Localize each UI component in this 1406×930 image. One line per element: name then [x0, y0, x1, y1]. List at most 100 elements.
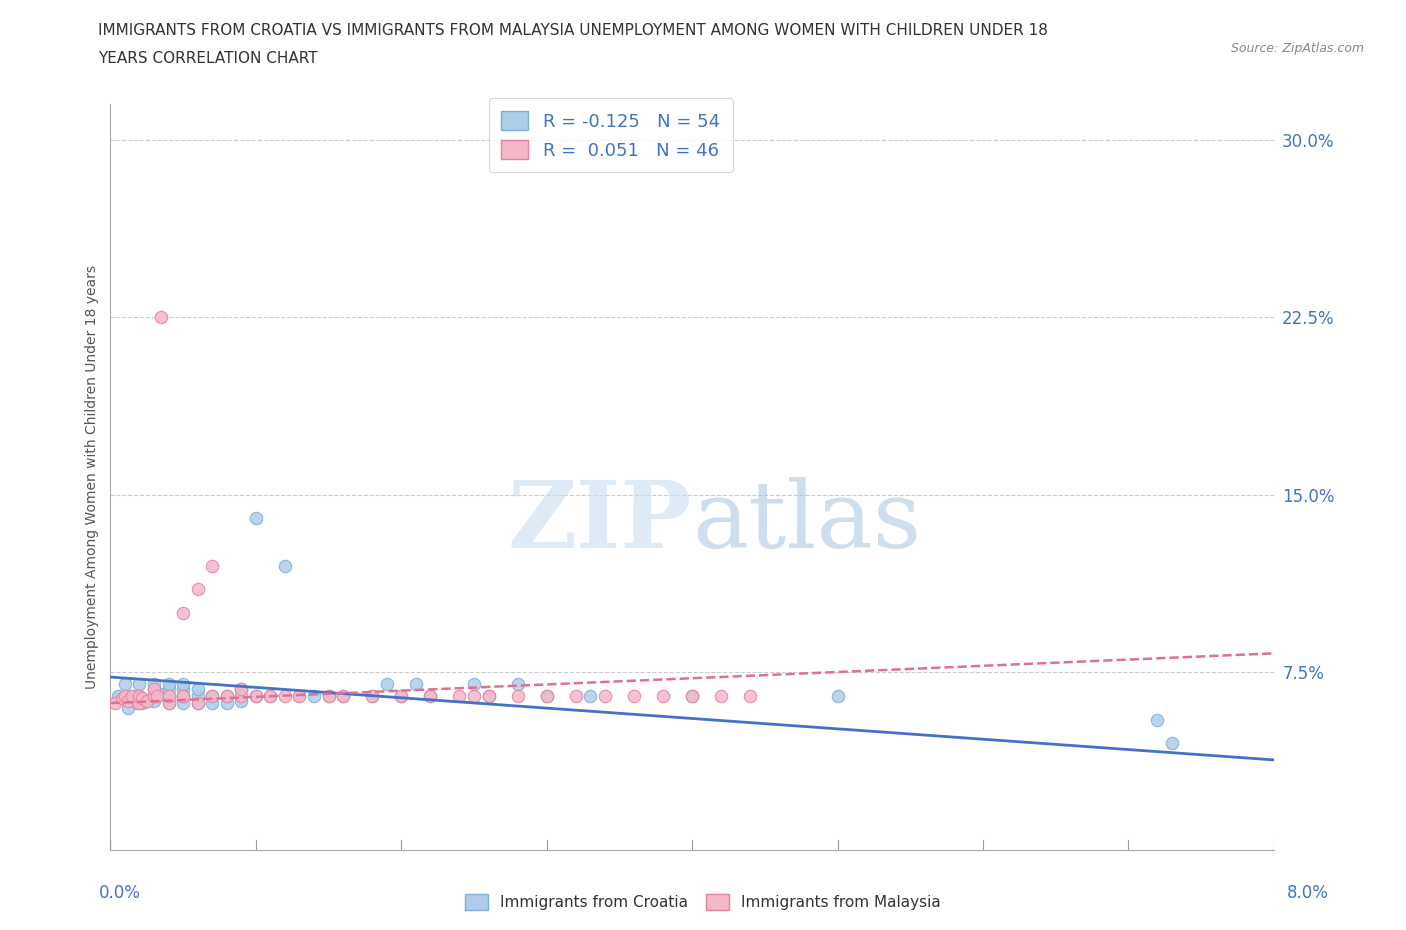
Point — [215, 688, 238, 703]
Point — [157, 677, 180, 692]
Point — [172, 688, 194, 703]
Point — [201, 696, 224, 711]
Point — [405, 677, 427, 692]
Point — [143, 688, 166, 703]
Point — [131, 696, 153, 711]
Point — [536, 688, 558, 703]
Point — [463, 677, 485, 692]
Point — [477, 688, 499, 703]
Legend: Immigrants from Croatia, Immigrants from Malaysia: Immigrants from Croatia, Immigrants from… — [457, 886, 949, 918]
Point — [187, 582, 209, 597]
Point — [157, 696, 180, 711]
Point — [419, 688, 441, 703]
Point — [172, 682, 194, 697]
Point — [114, 677, 136, 692]
Point — [579, 688, 602, 703]
Point — [231, 688, 253, 703]
Point — [201, 558, 224, 573]
Point — [361, 688, 384, 703]
Point — [187, 696, 209, 711]
Point — [332, 688, 354, 703]
Point — [361, 688, 384, 703]
Point — [172, 688, 194, 703]
Point — [172, 677, 194, 692]
Point — [143, 677, 166, 692]
Point — [389, 688, 412, 703]
Point — [146, 688, 169, 703]
Point — [288, 688, 311, 703]
Point — [332, 688, 354, 703]
Text: IMMIGRANTS FROM CROATIA VS IMMIGRANTS FROM MALAYSIA UNEMPLOYMENT AMONG WOMEN WIT: IMMIGRANTS FROM CROATIA VS IMMIGRANTS FR… — [98, 23, 1049, 38]
Point — [128, 688, 150, 703]
Text: 8.0%: 8.0% — [1286, 884, 1329, 901]
Point — [389, 688, 412, 703]
Point — [506, 688, 529, 703]
Point — [187, 696, 209, 711]
Point — [114, 688, 136, 703]
Point — [506, 677, 529, 692]
Point — [143, 693, 166, 708]
Point — [128, 688, 150, 703]
Point — [157, 688, 180, 703]
Point — [143, 682, 166, 697]
Point — [302, 688, 325, 703]
Text: YEARS CORRELATION CHART: YEARS CORRELATION CHART — [98, 51, 318, 66]
Point — [215, 696, 238, 711]
Point — [117, 700, 139, 715]
Point — [419, 688, 441, 703]
Point — [681, 688, 703, 703]
Point — [231, 693, 253, 708]
Point — [187, 688, 209, 703]
Point — [449, 688, 471, 703]
Point — [245, 688, 267, 703]
Point — [150, 686, 173, 701]
Point — [131, 691, 153, 706]
Point — [121, 688, 143, 703]
Point — [157, 696, 180, 711]
Point — [187, 682, 209, 697]
Point — [274, 688, 297, 703]
Point — [652, 688, 675, 703]
Point — [477, 688, 499, 703]
Y-axis label: Unemployment Among Women with Children Under 18 years: Unemployment Among Women with Children U… — [86, 265, 100, 689]
Point — [288, 688, 311, 703]
Point — [274, 558, 297, 573]
Point — [740, 688, 762, 703]
Point — [157, 682, 180, 697]
Point — [245, 688, 267, 703]
Point — [111, 691, 134, 706]
Point — [201, 688, 224, 703]
Point — [107, 688, 129, 703]
Point — [172, 688, 194, 703]
Text: Source: ZipAtlas.com: Source: ZipAtlas.com — [1230, 42, 1364, 55]
Text: ZIP: ZIP — [508, 477, 692, 566]
Point — [375, 677, 398, 692]
Point — [157, 688, 180, 703]
Point — [1161, 736, 1184, 751]
Point — [536, 688, 558, 703]
Point — [172, 605, 194, 620]
Point — [128, 696, 150, 711]
Point — [117, 693, 139, 708]
Point — [318, 688, 340, 703]
Point — [463, 688, 485, 703]
Point — [681, 688, 703, 703]
Point — [259, 688, 281, 703]
Point — [135, 693, 157, 708]
Point — [135, 693, 157, 708]
Point — [201, 688, 224, 703]
Point — [827, 688, 849, 703]
Point — [231, 682, 253, 697]
Point — [121, 688, 143, 703]
Point — [125, 696, 148, 711]
Point — [104, 696, 127, 711]
Point — [172, 696, 194, 711]
Point — [1146, 712, 1168, 727]
Point — [565, 688, 588, 703]
Point — [143, 682, 166, 697]
Text: 0.0%: 0.0% — [98, 884, 141, 901]
Point — [245, 511, 267, 525]
Point — [593, 688, 616, 703]
Legend: R = -0.125   N = 54, R =  0.051   N = 46: R = -0.125 N = 54, R = 0.051 N = 46 — [489, 98, 733, 172]
Point — [710, 688, 733, 703]
